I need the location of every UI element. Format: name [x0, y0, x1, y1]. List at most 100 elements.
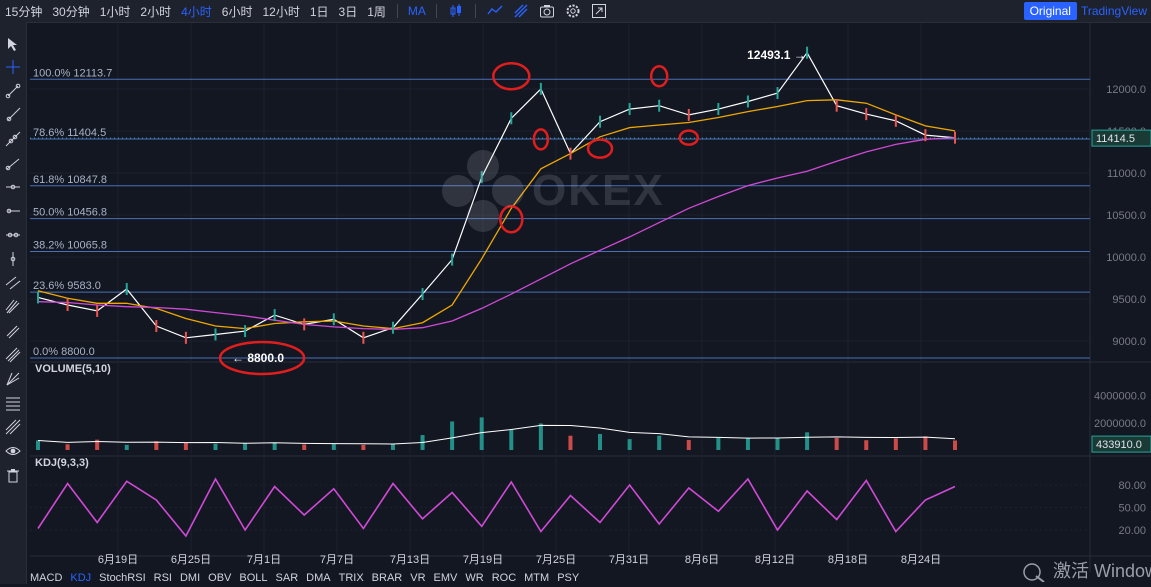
x-tick-label: 8月6日: [685, 554, 719, 566]
indicator-tab[interactable]: BOLL: [239, 572, 268, 584]
fib-retracement-icon[interactable]: [5, 395, 21, 411]
tab-original[interactable]: Original: [1023, 2, 1077, 20]
interval-button[interactable]: 4小时: [181, 4, 212, 19]
watermark-text: OKEX: [532, 166, 665, 215]
price-tick-label: 9500.0: [1112, 294, 1146, 306]
trend-angle-icon[interactable]: [5, 155, 21, 171]
x-tick-label: 7月7日: [320, 554, 354, 566]
candlestick-icon[interactable]: [448, 3, 464, 19]
interval-button[interactable]: 1小时: [99, 4, 131, 19]
indicator-tab[interactable]: DMI: [179, 572, 201, 584]
tab-tradingview[interactable]: TradingView: [1080, 4, 1147, 18]
indicator-tab[interactable]: SAR: [275, 572, 299, 584]
indicator-tab[interactable]: WR: [465, 572, 484, 584]
indicator-tab[interactable]: EMV: [433, 572, 458, 584]
okex-logo-icon: [442, 150, 524, 232]
indicator-tab[interactable]: BRAR: [371, 572, 403, 584]
windows-activation-notice: 激活 Windows: [1020, 557, 1151, 584]
indicator-tab[interactable]: MACD: [30, 572, 63, 584]
measure-icon[interactable]: [5, 419, 21, 435]
volume-bar: [243, 443, 248, 450]
crosshair-icon[interactable]: [5, 59, 21, 75]
volume-bar: [538, 423, 543, 450]
fullscreen-icon[interactable]: [591, 3, 607, 19]
horizontal-ray-icon[interactable]: [5, 203, 21, 219]
ray-icon[interactable]: [5, 107, 21, 123]
red-circle-marking[interactable]: [532, 128, 550, 151]
x-tick-label: 7月19日: [463, 554, 503, 566]
volume-bar: [716, 438, 721, 450]
gear-icon[interactable]: [565, 3, 581, 19]
x-tick-label: 8月18日: [828, 554, 868, 566]
interval-button[interactable]: 3日: [338, 4, 358, 19]
divider: [396, 4, 398, 18]
red-circle-marking[interactable]: [499, 204, 524, 234]
indicator-tab[interactable]: TRIX: [338, 572, 364, 584]
trash-icon[interactable]: [5, 467, 21, 483]
drawing-annotations[interactable]: 12493.1 → ← 8800.0: [218, 48, 806, 376]
interval-button[interactable]: 6小时: [221, 4, 253, 19]
indicator-tab[interactable]: KDJ: [70, 572, 92, 584]
interval-button[interactable]: 15分钟: [5, 4, 43, 19]
interval-selector: 15分钟 30分钟 1小时 2小时 4小时 6小时 12小时 1日 3日 1周: [0, 3, 391, 20]
fib-level-label: 38.2% 10065.8: [33, 240, 107, 252]
interval-button[interactable]: 1周: [367, 4, 386, 19]
red-circle-marking[interactable]: [649, 65, 669, 88]
current-price-label: 11414.5: [1096, 133, 1135, 145]
cursor-arrow-icon[interactable]: [5, 36, 21, 52]
interval-button[interactable]: 30分钟: [52, 4, 90, 19]
trend-line-icon[interactable]: [5, 83, 21, 99]
windows-logo-icon: [1020, 562, 1048, 584]
red-circle-marking[interactable]: [586, 138, 614, 159]
line-chart-icon[interactable]: [487, 3, 503, 19]
indicator-ma-button[interactable]: MA: [407, 4, 426, 18]
red-circle-marking[interactable]: [218, 340, 306, 376]
volume-bar: [568, 435, 573, 450]
indicator-tab[interactable]: VR: [410, 572, 426, 584]
volume-tick-label: 4000000.0: [1094, 391, 1146, 403]
indicator-tab[interactable]: StochRSI: [99, 572, 146, 584]
interval-button[interactable]: 12小时: [262, 4, 300, 19]
schiff-pitchfork-icon[interactable]: [5, 323, 21, 339]
indicator-tab[interactable]: PSY: [557, 572, 580, 584]
x-tick-label: 7月13日: [390, 554, 430, 566]
red-circle-marking[interactable]: [492, 62, 531, 91]
current-volume-badge: [1091, 435, 1151, 453]
fib-level-label: 100.0% 12113.7: [33, 67, 112, 79]
kdj-tick-label: 50.00: [1118, 503, 1146, 515]
pitchfork-icon[interactable]: [5, 299, 21, 315]
volume-bar: [893, 438, 898, 450]
parallel-channel-icon[interactable]: [5, 275, 21, 291]
price-tick-label: 9000.0: [1112, 336, 1146, 348]
volume-bar: [479, 417, 484, 450]
volume-bar: [627, 439, 632, 450]
indicator-tab[interactable]: OBV: [208, 572, 232, 584]
interval-button[interactable]: 2小时: [140, 4, 172, 19]
horizontal-line-icon[interactable]: [5, 179, 21, 195]
indicator-tab[interactable]: ROC: [491, 572, 517, 584]
fibonacci-retracement[interactable]: 100.0% 12113.7 78.6% 11404.5 61.8% 10847.8…: [30, 67, 1090, 359]
gann-fan-icon[interactable]: [5, 371, 21, 387]
fib-channel-icon[interactable]: [5, 347, 21, 363]
eye-icon[interactable]: [5, 443, 21, 459]
price-series: [30, 46, 1090, 344]
drawing-tools-icon[interactable]: [513, 3, 529, 19]
red-circle-marking[interactable]: [678, 129, 700, 146]
indicator-tab[interactable]: DMA: [306, 572, 331, 584]
extended-line-icon[interactable]: [5, 131, 21, 147]
indicator-tab[interactable]: MTM: [524, 572, 550, 584]
volume-series: [36, 417, 957, 450]
camera-icon[interactable]: [539, 3, 555, 19]
interval-button[interactable]: 1日: [309, 4, 329, 19]
info-line-icon[interactable]: [5, 227, 21, 243]
indicator-tab[interactable]: RSI: [153, 572, 172, 584]
top-toolbar: 15分钟 30分钟 1小时 2小时 4小时 6小时 12小时 1日 3日 1周 MA Origin…: [0, 0, 1151, 23]
price-tick-label: 12000.0: [1106, 84, 1146, 96]
x-tick-label: 6月19日: [98, 554, 138, 566]
current-price-badge: [1091, 129, 1151, 147]
fib-level-label: 78.6% 11404.5: [33, 127, 106, 139]
volume-bar: [923, 436, 928, 450]
kdj-series: [37, 477, 956, 538]
vertical-line-icon[interactable]: [5, 251, 21, 267]
